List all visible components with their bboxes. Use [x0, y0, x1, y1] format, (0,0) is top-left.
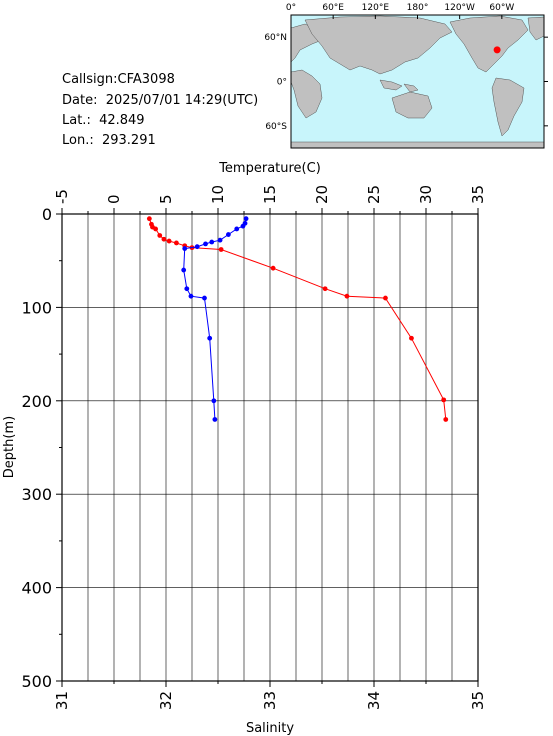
temperature-data-point [161, 236, 167, 242]
depth-tick-label: 500 [21, 672, 52, 691]
temperature-tick-label: 15 [261, 185, 279, 204]
land-asia [304, 15, 453, 75]
salinity-data-point [203, 241, 208, 247]
temperature-data-point [441, 397, 447, 403]
depth-tick-label: 0 [42, 205, 52, 224]
temperature-tick-label: 25 [365, 185, 383, 204]
depth-tick-label: 300 [21, 485, 52, 504]
depth-axis-title: Depth(m) [2, 416, 17, 478]
latitude-label: Lat.: 42.849 [62, 113, 145, 128]
temperature-data-point [218, 247, 224, 252]
salinity-tick-label: 32 [157, 691, 175, 710]
map-longitude-labels: 0° 60°E 120°E 180° 120°W 60°W [286, 3, 514, 19]
land-south-america [491, 77, 525, 137]
land-north-america [449, 15, 529, 73]
map-lon-label: 120°W [444, 3, 475, 13]
map-latitude-labels: 60°N 0° 60°S [264, 33, 548, 132]
salinity-tick-label: 31 [53, 691, 71, 710]
temperature-tick-label: 35 [469, 185, 487, 204]
land-antarctica [290, 141, 545, 149]
temperature-axis-title: Temperature(C) [218, 161, 321, 176]
depth-tick-label: 100 [21, 298, 52, 317]
callsign-label: Callsign:CFA3098 [62, 72, 175, 87]
map-lat-label: 60°S [265, 122, 287, 132]
profile-chart: -5 0 5 10 15 20 25 30 35 31 32 33 34 35 010020030040… [2, 161, 487, 736]
land-australia [391, 91, 433, 119]
temperature-tick-label: 10 [209, 185, 227, 204]
salinity-data-point [182, 246, 188, 251]
salinity-data-point [184, 286, 190, 292]
series-layer [146, 216, 449, 422]
temperature-data-point [174, 240, 179, 246]
map-lat-label: 60°N [264, 33, 287, 43]
temperature-data-point [157, 233, 163, 238]
land-greenland [527, 16, 545, 41]
date-label: Date: 2025/07/01 14:29(UTC) [62, 93, 259, 108]
salinity-data-point [240, 223, 246, 229]
salinity-data-point [212, 417, 218, 422]
temperature-data-point [166, 238, 172, 244]
temperature-tick-label: 0 [105, 194, 123, 204]
map-lon-label: 180° [407, 3, 429, 13]
salinity-axis-title: Salinity [246, 721, 294, 736]
salinity-data-point [181, 267, 187, 273]
depth-tick-label: 400 [21, 579, 52, 598]
salinity-data-point [194, 244, 200, 250]
temperature-data-point [153, 226, 159, 232]
map-lon-label: 60°E [322, 3, 344, 13]
land-indonesia [379, 79, 419, 93]
salinity-data-point [188, 293, 194, 299]
depth-axis: 0 100 200 300 400 500 [21, 205, 62, 691]
salinity-tick-label: 35 [469, 691, 487, 710]
temperature-data-point [270, 265, 276, 271]
temperature-data-point [146, 216, 152, 222]
salinity-data-point [243, 216, 249, 222]
temperature-data-point [383, 295, 388, 301]
station-location-marker [493, 46, 501, 54]
salinity-data-point [209, 239, 215, 245]
salinity-data-point [211, 398, 217, 404]
temperature-tick-label: -5 [53, 189, 71, 204]
chart-grid [61, 213, 479, 682]
salinity-data-point [234, 226, 240, 232]
temperature-tick-label: 30 [417, 185, 435, 204]
salinity-tick-label: 34 [365, 691, 383, 710]
temperature-axis: -5 0 5 10 15 20 25 30 35 [53, 185, 487, 214]
map-lon-label: 0° [286, 3, 296, 13]
depth-tick-label: 200 [21, 392, 52, 411]
temperature-data-point [409, 335, 414, 341]
world-map: 0° 60°E 120°E 180° 120°W 60°W 60°N 0° 60°S [264, 3, 548, 149]
temperature-data-point [443, 417, 449, 422]
map-lon-label: 120°E [362, 3, 390, 13]
temperature-tick-label: 20 [313, 185, 331, 204]
temperature-data-point [322, 286, 328, 292]
map-lat-label: 0° [277, 78, 287, 88]
salinity-data-point [226, 232, 231, 237]
salinity-data-point [207, 335, 213, 341]
salinity-axis: 31 32 33 34 35 [53, 681, 487, 710]
salinity-data-point [217, 237, 223, 243]
longitude-label: Lon.: 293.291 [62, 133, 156, 148]
map-land [290, 15, 545, 149]
temperature-data-point [344, 293, 350, 299]
salinity-tick-label: 33 [261, 691, 279, 710]
temperature-tick-label: 5 [157, 194, 175, 204]
salinity-data-point [202, 295, 207, 301]
map-lon-label: 60°W [489, 3, 514, 13]
